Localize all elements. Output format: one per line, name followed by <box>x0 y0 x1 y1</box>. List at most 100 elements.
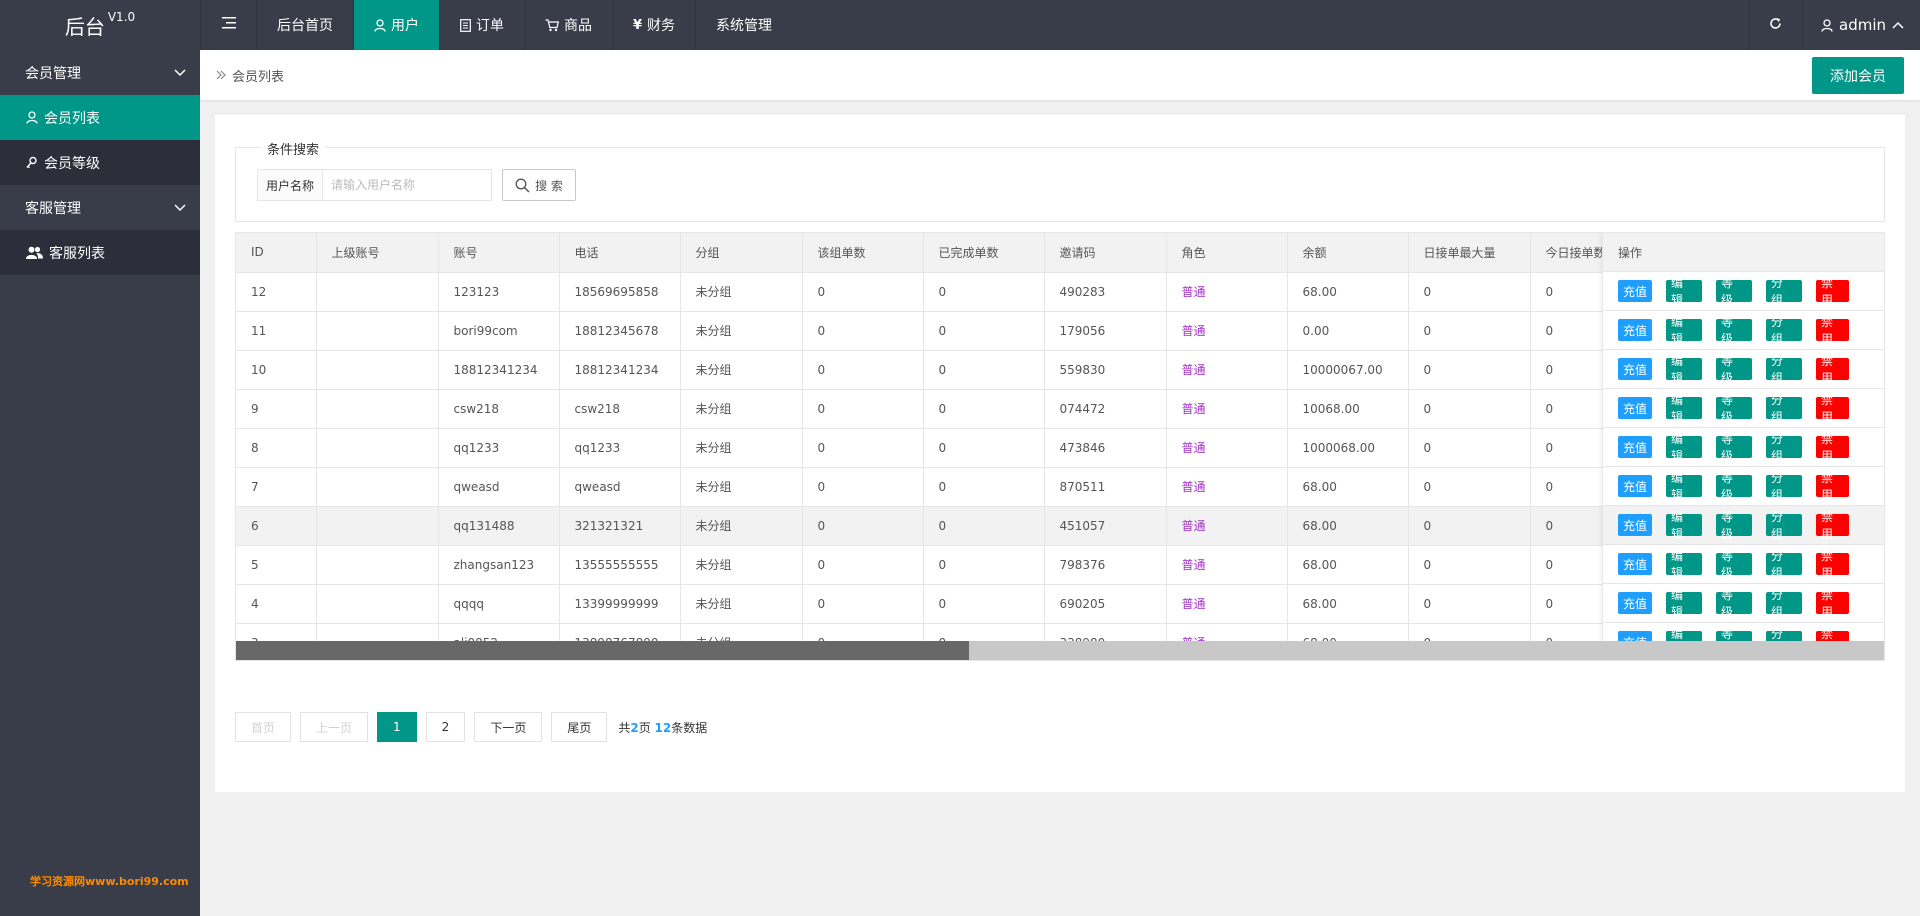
recharge-button[interactable]: 充值 <box>1618 319 1652 341</box>
disable-button[interactable]: 禁用 <box>1816 393 1849 424</box>
disable-button[interactable]: 禁用 <box>1816 549 1849 580</box>
edit-button[interactable]: 编 辑 <box>1666 276 1702 307</box>
last-page-button[interactable]: 尾页 <box>551 712 608 742</box>
role-cell: 普通 <box>1166 350 1288 390</box>
table-cell: bori99com <box>438 311 560 351</box>
sidebar-item-member-list[interactable]: 会员列表 <box>0 95 200 140</box>
edit-button[interactable]: 编 辑 <box>1666 588 1702 619</box>
table-row[interactable]: 11 bori99com 18812345678 未分组 0 0 179056 普通 0.00 0… <box>236 311 1652 351</box>
username-search-input[interactable] <box>322 169 493 201</box>
group-button[interactable]: 分 组 <box>1766 276 1802 307</box>
edit-button[interactable]: 编 辑 <box>1666 315 1702 346</box>
table-cell: 未分组 <box>680 545 803 585</box>
search-button-label: 搜 索 <box>535 178 563 193</box>
refresh-button[interactable] <box>1748 0 1802 50</box>
level-button[interactable]: 等 级 <box>1716 393 1752 424</box>
level-button[interactable]: 等 级 <box>1716 432 1752 463</box>
horizontal-scrollbar[interactable] <box>236 641 1884 660</box>
group-button[interactable]: 分 组 <box>1766 354 1802 385</box>
recharge-button[interactable]: 充值 <box>1618 475 1652 497</box>
level-button[interactable]: 等 级 <box>1716 510 1752 541</box>
disable-button[interactable]: 禁用 <box>1816 315 1849 346</box>
level-button[interactable]: 等 级 <box>1716 471 1752 502</box>
menu-toggle-button[interactable] <box>200 0 256 50</box>
recharge-button[interactable]: 充值 <box>1618 553 1652 575</box>
table-row[interactable]: 4 qqqq 13399999999 未分组 0 0 690205 普通 68.00 0 0 <box>236 584 1652 624</box>
sidebar-item-member-level[interactable]: 会员等级 <box>0 140 200 185</box>
recharge-button[interactable]: 充值 <box>1618 514 1652 536</box>
disable-button[interactable]: 禁用 <box>1816 354 1849 385</box>
edit-button[interactable]: 编 辑 <box>1666 510 1702 541</box>
level-button[interactable]: 等 级 <box>1716 354 1752 385</box>
add-member-button[interactable]: 添加会员 <box>1812 57 1904 94</box>
sidebar-group-members[interactable]: 会员管理 <box>0 50 200 95</box>
group-button[interactable]: 分 组 <box>1766 471 1802 502</box>
disable-button[interactable]: 禁用 <box>1816 588 1849 619</box>
table-cell: csw218 <box>559 389 681 429</box>
breadcrumb-current: 会员列表 <box>232 69 285 85</box>
search-button[interactable]: 搜 索 <box>502 169 577 201</box>
table-cell: 0 <box>923 389 1045 429</box>
disable-button[interactable]: 禁用 <box>1816 471 1849 502</box>
table-cell: 9 <box>236 389 317 429</box>
role-cell: 普通 <box>1166 506 1288 546</box>
table-row[interactable]: 10 18812341234 18812341234 未分组 0 0 559830 普通 100… <box>236 350 1652 390</box>
recharge-button[interactable]: 充值 <box>1618 280 1652 302</box>
group-button[interactable]: 分 组 <box>1766 432 1802 463</box>
level-button[interactable]: 等 级 <box>1716 315 1752 346</box>
table-cell: 0 <box>923 545 1045 585</box>
nav-orders[interactable]: 订单 <box>439 0 524 50</box>
disable-button[interactable]: 禁用 <box>1816 510 1849 541</box>
table-cell: 68.00 <box>1287 506 1409 546</box>
column-header: 已完成单数 <box>923 233 1045 273</box>
table-cell: 473846 <box>1044 428 1167 468</box>
nav-home[interactable]: 后台首页 <box>256 0 353 50</box>
edit-button[interactable]: 编 辑 <box>1666 471 1702 502</box>
first-page-button[interactable]: 首页 <box>235 712 292 742</box>
disable-button[interactable]: 禁用 <box>1816 432 1849 463</box>
table-row[interactable]: 9 csw218 csw218 未分组 0 0 074472 普通 10068.00 0 0 <box>236 389 1652 429</box>
group-button[interactable]: 分 组 <box>1766 510 1802 541</box>
recharge-button[interactable]: 充值 <box>1618 358 1652 380</box>
level-button[interactable]: 等 级 <box>1716 588 1752 619</box>
table-row[interactable]: 8 qq1233 qq1233 未分组 0 0 473846 普通 1000068.00 0 0 <box>236 428 1652 468</box>
table-row[interactable]: 5 zhangsan123 13555555555 未分组 0 0 798376 普通 68.0… <box>236 545 1652 585</box>
table-row[interactable]: 12 123123 18569695858 未分组 0 0 490283 普通 68.00 0 0 <box>236 272 1652 312</box>
table-cell: qq131488 <box>438 506 560 546</box>
disable-button[interactable]: 禁用 <box>1816 276 1849 307</box>
group-button[interactable]: 分 组 <box>1766 315 1802 346</box>
pagination-info: 共2页 12条数据 <box>618 719 707 736</box>
role-cell: 普通 <box>1166 272 1288 312</box>
role-cell: 普通 <box>1166 311 1288 351</box>
table-row[interactable]: 6 qq131488 321321321 未分组 0 0 451057 普通 68.00 0 0 <box>236 506 1652 546</box>
level-button[interactable]: 等 级 <box>1716 549 1752 580</box>
recharge-button[interactable]: 充值 <box>1618 592 1652 614</box>
edit-button[interactable]: 编 辑 <box>1666 393 1702 424</box>
scrollbar-thumb[interactable] <box>236 641 969 660</box>
group-button[interactable]: 分 组 <box>1766 549 1802 580</box>
group-button[interactable]: 分 组 <box>1766 588 1802 619</box>
prev-page-button[interactable]: 上一页 <box>300 712 369 742</box>
top-nav: 后台首页 用户 订单 商品 ¥ 财务 系统管理 <box>200 0 792 50</box>
level-button[interactable]: 等 级 <box>1716 276 1752 307</box>
recharge-button[interactable]: 充值 <box>1618 436 1652 458</box>
admin-menu[interactable]: admin <box>1802 0 1920 50</box>
edit-button[interactable]: 编 辑 <box>1666 549 1702 580</box>
page-2-button[interactable]: 2 <box>425 712 466 742</box>
table-row[interactable]: 7 qweasd qweasd 未分组 0 0 870511 普通 68.00 0 0 <box>236 467 1652 507</box>
recharge-button[interactable]: 充值 <box>1618 397 1652 419</box>
sidebar-item-service-list[interactable]: 客服列表 <box>0 230 200 275</box>
edit-button[interactable]: 编 辑 <box>1666 354 1702 385</box>
nav-system[interactable]: 系统管理 <box>695 0 792 50</box>
table-cell: 未分组 <box>680 311 803 351</box>
next-page-button[interactable]: 下一页 <box>474 712 543 742</box>
actions-row: 充值编 辑等 级分 组禁用 <box>1603 272 1884 311</box>
nav-products[interactable]: 商品 <box>524 0 612 50</box>
nav-users[interactable]: 用户 <box>353 0 439 50</box>
nav-finance[interactable]: ¥ 财务 <box>612 0 695 50</box>
page-1-button[interactable]: 1 <box>377 712 417 742</box>
sidebar-group-service[interactable]: 客服管理 <box>0 185 200 230</box>
table-cell: 0 <box>1408 389 1531 429</box>
edit-button[interactable]: 编 辑 <box>1666 432 1702 463</box>
group-button[interactable]: 分 组 <box>1766 393 1802 424</box>
